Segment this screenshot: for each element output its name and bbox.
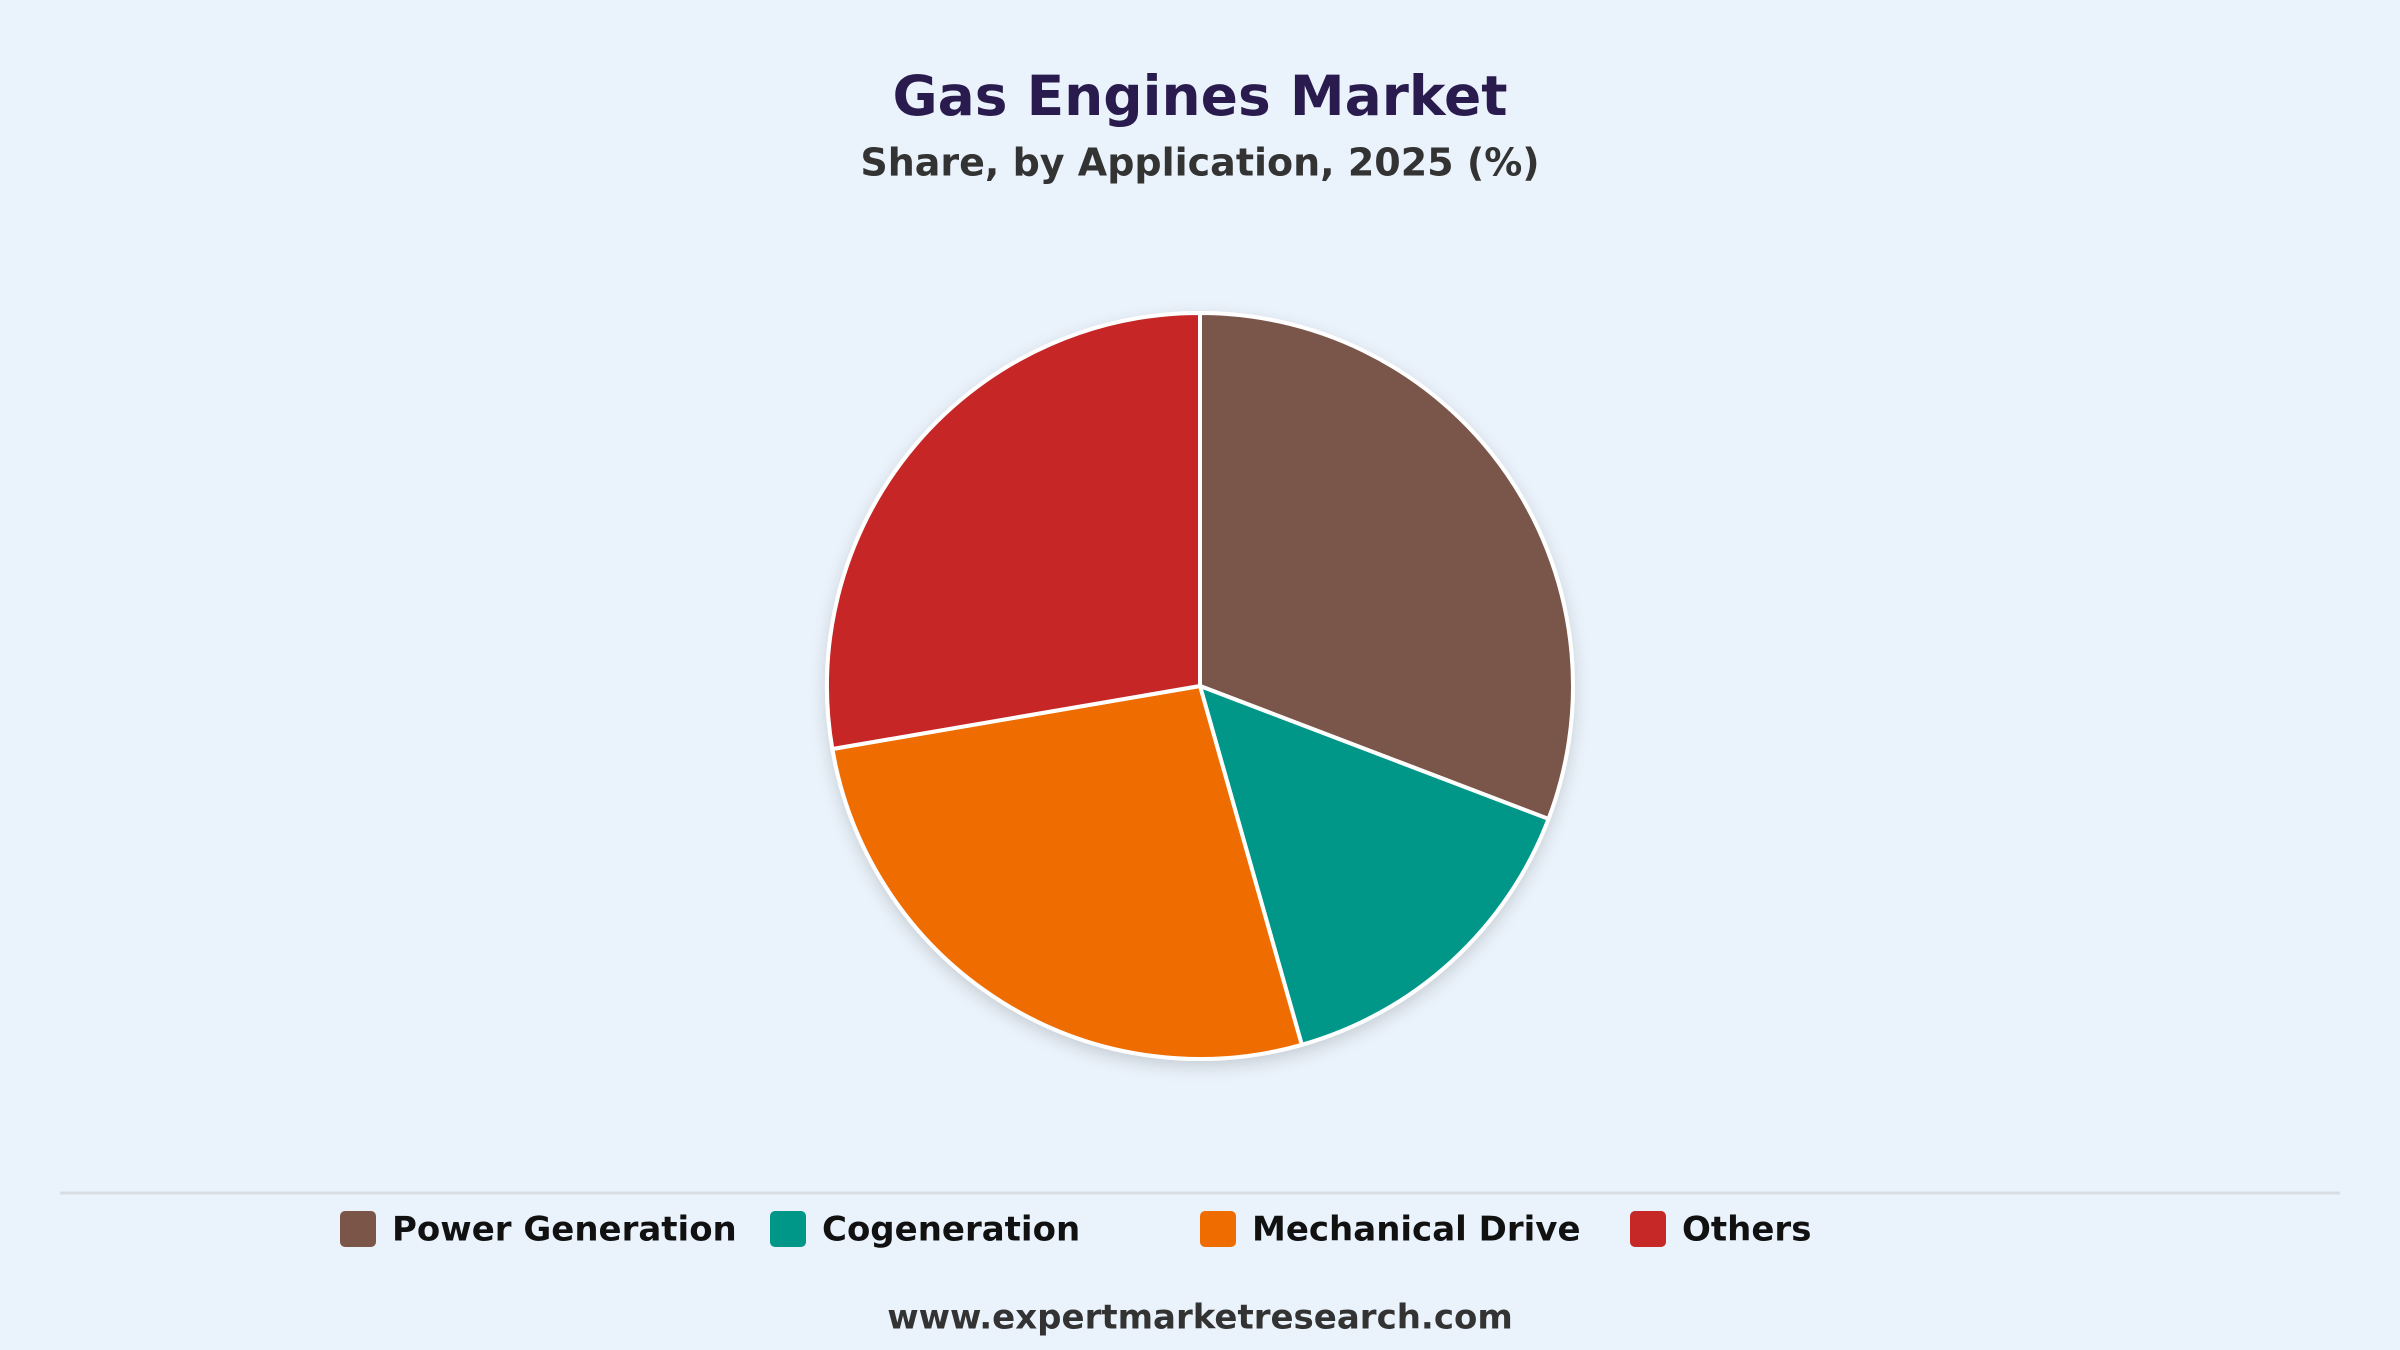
chart-title: Gas Engines Market — [892, 64, 1507, 128]
legend-swatch — [340, 1211, 376, 1247]
legend-label: Others — [1682, 1210, 1811, 1250]
legend-swatch — [1630, 1211, 1666, 1247]
legend-swatch — [1200, 1211, 1236, 1247]
pie-slice — [1198, 311, 1575, 821]
chart-subtitle: Share, by Application, 2025 (%) — [860, 141, 1539, 185]
footer: www.expertmarketresearch.com — [887, 1298, 1513, 1338]
pie-slice — [830, 684, 1304, 1061]
legend-label: Power Generation — [392, 1210, 737, 1250]
pie-slice — [1198, 684, 1551, 1047]
pie — [825, 311, 1575, 1061]
legend: Power Generation Cogeneration Mechanical D… — [340, 1210, 1811, 1250]
pie-slice — [825, 311, 1202, 751]
legend-swatch — [770, 1211, 806, 1247]
legend-label: Mechanical Drive — [1252, 1210, 1581, 1250]
legend-label: Cogeneration — [822, 1210, 1080, 1250]
